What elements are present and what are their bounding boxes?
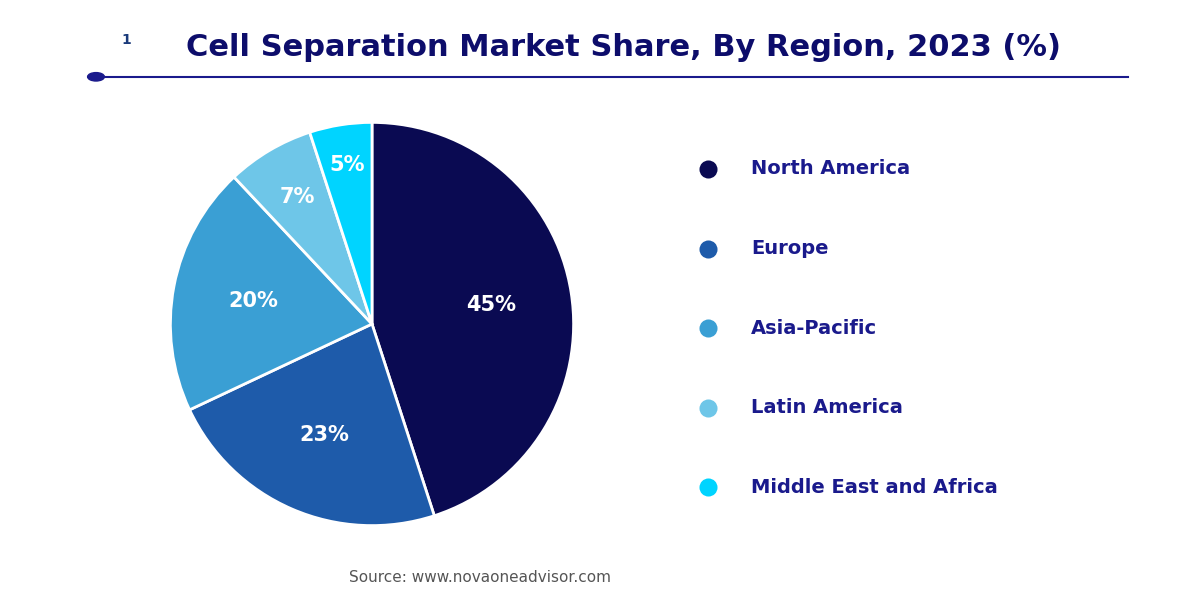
- Wedge shape: [372, 122, 574, 516]
- Text: ADVISOR: ADVISOR: [140, 33, 211, 47]
- Text: Middle East and Africa: Middle East and Africa: [751, 478, 998, 497]
- Text: North America: North America: [751, 160, 911, 178]
- Text: Cell Separation Market Share, By Region, 2023 (%): Cell Separation Market Share, By Region,…: [186, 33, 1062, 62]
- Text: 45%: 45%: [467, 295, 516, 315]
- Text: Latin America: Latin America: [751, 398, 904, 417]
- Text: 1: 1: [121, 34, 131, 47]
- Text: 23%: 23%: [299, 425, 349, 445]
- Wedge shape: [190, 324, 434, 526]
- Text: Asia-Pacific: Asia-Pacific: [751, 319, 877, 338]
- Text: Europe: Europe: [751, 239, 829, 258]
- Text: Source: www.novaoneadvisor.com: Source: www.novaoneadvisor.com: [349, 570, 611, 585]
- Wedge shape: [234, 132, 372, 324]
- Text: 20%: 20%: [228, 292, 278, 311]
- Wedge shape: [170, 177, 372, 410]
- Text: 5%: 5%: [329, 155, 365, 175]
- Text: NOVA: NOVA: [53, 33, 97, 47]
- Text: 7%: 7%: [280, 187, 314, 208]
- Wedge shape: [310, 122, 372, 324]
